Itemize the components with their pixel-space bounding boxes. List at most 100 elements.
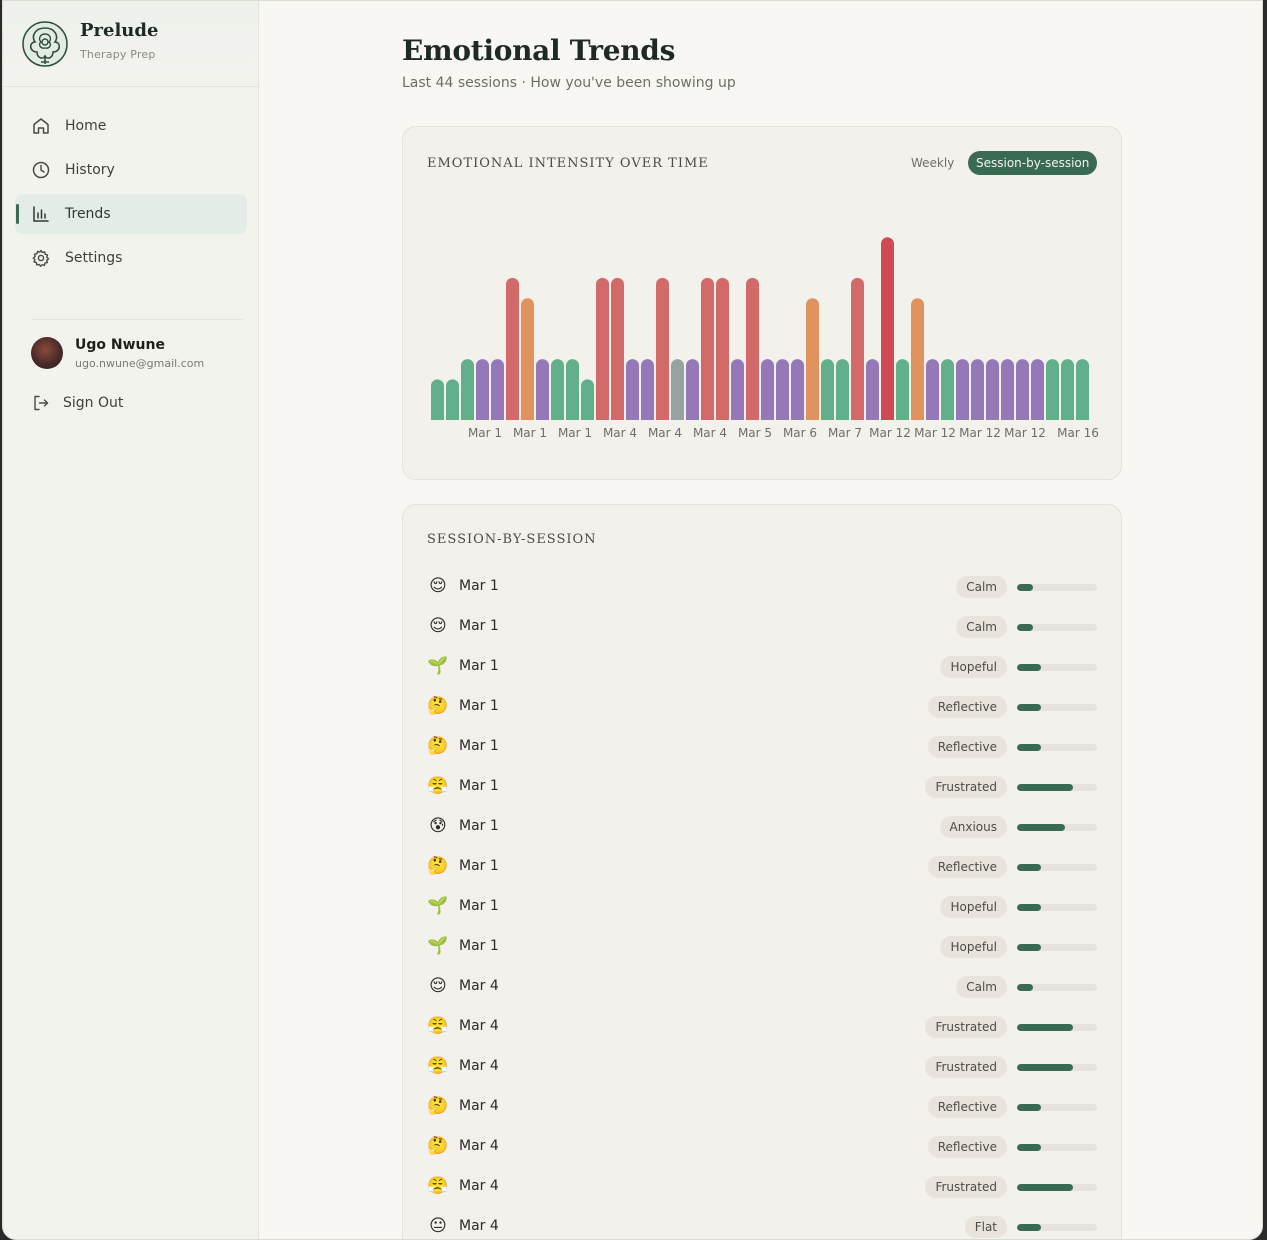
- x-tick-label: Mar 12: [959, 426, 1001, 440]
- intensity-bar: [1017, 1184, 1097, 1191]
- chart-bar[interactable]: [836, 359, 849, 420]
- chart-bar[interactable]: [491, 359, 504, 420]
- emotion-badge: Reflective: [927, 736, 1007, 758]
- session-date: Mar 4: [459, 978, 499, 994]
- chart-bar[interactable]: [1001, 359, 1014, 420]
- intensity-bar-fill: [1017, 1104, 1041, 1111]
- session-date: Mar 1: [459, 778, 499, 794]
- session-row[interactable]: 🤔 Mar 1 Reflective: [403, 847, 1123, 887]
- chart-bar[interactable]: [791, 359, 804, 420]
- session-row[interactable]: 🤔 Mar 4 Reflective: [403, 1127, 1123, 1167]
- chart-bar[interactable]: [926, 359, 939, 420]
- chart-bar[interactable]: [596, 277, 609, 420]
- sidebar-nav: Home History Trends Settings: [15, 106, 247, 282]
- session-date: Mar 1: [459, 818, 499, 834]
- chart-bar[interactable]: [536, 359, 549, 420]
- chart-bar[interactable]: [641, 359, 654, 420]
- intensity-bar-fill: [1017, 1024, 1073, 1031]
- intensity-bar: [1017, 1064, 1097, 1071]
- session-row[interactable]: 🌱 Mar 1 Hopeful: [403, 647, 1123, 687]
- session-row[interactable]: 🤔 Mar 4 Reflective: [403, 1087, 1123, 1127]
- chart-bar[interactable]: [716, 277, 729, 420]
- session-row[interactable]: 🌱 Mar 1 Hopeful: [403, 887, 1123, 927]
- intensity-bar-chart: Mar 1 Mar 1 Mar 1 Mar 4 Mar 4 Mar 4 Mar 5 Mar 6…: [431, 237, 1099, 440]
- chart-bar[interactable]: [776, 359, 789, 420]
- chart-bar[interactable]: [746, 277, 759, 420]
- session-row[interactable]: 😐 Mar 4 Flat: [403, 1207, 1123, 1239]
- chart-bar[interactable]: [956, 359, 969, 420]
- session-row[interactable]: 😌 Mar 1 Calm: [403, 607, 1123, 647]
- chart-bar[interactable]: [851, 277, 864, 420]
- sign-out-button[interactable]: Sign Out: [31, 391, 123, 415]
- chart-bar[interactable]: [551, 359, 564, 420]
- app-subtitle: Therapy Prep: [80, 48, 156, 61]
- session-row[interactable]: 🤔 Mar 1 Reflective: [403, 727, 1123, 767]
- chart-bar[interactable]: [1061, 359, 1074, 420]
- sign-out-label: Sign Out: [63, 395, 124, 411]
- emotion-badge: Calm: [956, 576, 1007, 598]
- session-row[interactable]: 😤 Mar 1 Frustrated: [403, 767, 1123, 807]
- session-row[interactable]: 😤 Mar 4 Frustrated: [403, 1167, 1123, 1207]
- session-row[interactable]: 😤 Mar 4 Frustrated: [403, 1007, 1123, 1047]
- chart-bar[interactable]: [686, 359, 699, 420]
- session-date: Mar 4: [459, 1178, 499, 1194]
- chart-bar[interactable]: [1076, 359, 1089, 420]
- intensity-bar: [1017, 1024, 1097, 1031]
- chart-bar[interactable]: [761, 359, 774, 420]
- clock-icon: [31, 160, 51, 180]
- chart-bar[interactable]: [1046, 359, 1059, 420]
- weekly-toggle[interactable]: Weekly: [911, 156, 955, 170]
- session-date: Mar 1: [459, 578, 499, 594]
- chart-bar[interactable]: [821, 359, 834, 420]
- chart-bar[interactable]: [866, 359, 879, 420]
- chart-bar[interactable]: [941, 359, 954, 420]
- session-row[interactable]: 🌱 Mar 1 Hopeful: [403, 927, 1123, 967]
- x-tick-label: Mar 12: [1004, 426, 1046, 440]
- session-row[interactable]: 😤 Mar 4 Frustrated: [403, 1047, 1123, 1087]
- sidebar-item-settings[interactable]: Settings: [15, 238, 247, 278]
- user-name: Ugo Nwune: [75, 337, 165, 353]
- chart-bar[interactable]: [521, 298, 534, 420]
- session-row[interactable]: 😌 Mar 4 Calm: [403, 967, 1123, 1007]
- chart-bar[interactable]: [581, 379, 594, 420]
- chart-bar[interactable]: [671, 359, 684, 420]
- chart-bar[interactable]: [506, 277, 519, 420]
- sidebar-item-trends[interactable]: Trends: [15, 194, 247, 234]
- intensity-bar-fill: [1017, 744, 1041, 751]
- emotion-badge: Reflective: [927, 696, 1007, 718]
- session-row[interactable]: 😌 Mar 1 Calm: [403, 567, 1123, 607]
- chart-bar[interactable]: [476, 359, 489, 420]
- chart-bar[interactable]: [431, 379, 444, 420]
- chart-bar[interactable]: [911, 298, 924, 420]
- x-tick-label: Mar 1: [468, 426, 502, 440]
- emotion-emoji-icon: 🤔: [427, 1096, 449, 1116]
- chart-bar[interactable]: [806, 298, 819, 420]
- intensity-bar-fill: [1017, 1064, 1073, 1071]
- sidebar-item-home[interactable]: Home: [15, 106, 247, 146]
- chart-bar[interactable]: [626, 359, 639, 420]
- chart-bar[interactable]: [896, 359, 909, 420]
- emotion-badge: Hopeful: [940, 656, 1007, 678]
- intensity-bar: [1017, 824, 1097, 831]
- chart-bar[interactable]: [461, 359, 474, 420]
- chart-bar[interactable]: [566, 359, 579, 420]
- session-row[interactable]: 😰 Mar 1 Anxious: [403, 807, 1123, 847]
- chart-bar[interactable]: [611, 277, 624, 420]
- chart-bar[interactable]: [1016, 359, 1029, 420]
- sidebar-item-history[interactable]: History: [15, 150, 247, 190]
- emotion-badge: Hopeful: [940, 936, 1007, 958]
- home-icon: [31, 116, 51, 136]
- chart-bar[interactable]: [1031, 359, 1044, 420]
- session-row[interactable]: 🤔 Mar 1 Reflective: [403, 687, 1123, 727]
- chart-bar[interactable]: [731, 359, 744, 420]
- chart-bar[interactable]: [701, 277, 714, 420]
- chart-bar[interactable]: [656, 277, 669, 420]
- chart-bar[interactable]: [446, 379, 459, 420]
- chart-bar[interactable]: [971, 359, 984, 420]
- user-profile[interactable]: Ugo Nwune ugo.nwune@gmail.com: [31, 337, 251, 373]
- chart-bar[interactable]: [881, 237, 894, 420]
- session-by-session-toggle[interactable]: Session-by-session: [968, 151, 1098, 175]
- emotion-badge: Frustrated: [925, 1056, 1007, 1078]
- intensity-bar: [1017, 864, 1097, 871]
- chart-bar[interactable]: [986, 359, 999, 420]
